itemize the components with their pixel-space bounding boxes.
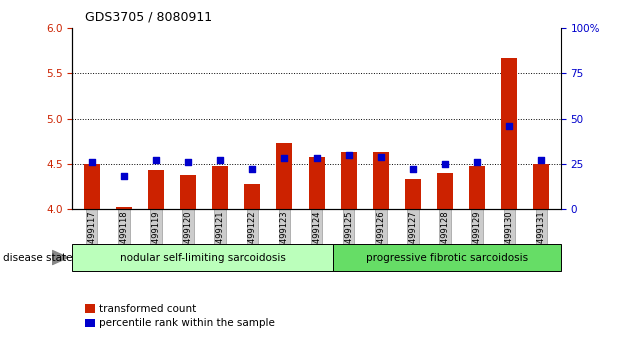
Point <box>408 166 418 172</box>
Point <box>343 152 353 158</box>
Text: percentile rank within the sample: percentile rank within the sample <box>99 318 275 328</box>
Point <box>312 155 322 161</box>
Bar <box>405 179 421 209</box>
Bar <box>437 173 453 209</box>
Point <box>536 157 546 163</box>
Bar <box>469 166 485 209</box>
Point <box>151 157 161 163</box>
Point <box>504 123 514 129</box>
Point <box>87 159 97 165</box>
Point <box>119 173 129 179</box>
Point <box>248 166 258 172</box>
Bar <box>212 166 228 209</box>
Text: disease state: disease state <box>3 252 72 263</box>
Bar <box>309 158 324 209</box>
Point <box>375 154 386 159</box>
Text: transformed count: transformed count <box>99 304 196 314</box>
Bar <box>373 152 389 209</box>
Polygon shape <box>52 251 68 265</box>
Bar <box>534 164 549 209</box>
Point <box>472 159 482 165</box>
Point <box>215 157 226 163</box>
Bar <box>501 58 517 209</box>
Point <box>280 155 290 161</box>
Text: GDS3705 / 8080911: GDS3705 / 8080911 <box>85 11 212 24</box>
Bar <box>277 143 292 209</box>
Bar <box>84 164 100 209</box>
Text: nodular self-limiting sarcoidosis: nodular self-limiting sarcoidosis <box>120 252 285 263</box>
Point <box>183 159 193 165</box>
Bar <box>244 184 260 209</box>
Point <box>440 161 450 167</box>
Text: progressive fibrotic sarcoidosis: progressive fibrotic sarcoidosis <box>365 252 528 263</box>
Bar <box>116 207 132 209</box>
Bar <box>341 152 357 209</box>
Bar <box>180 175 196 209</box>
Bar <box>148 170 164 209</box>
Bar <box>333 244 561 271</box>
Bar <box>72 244 333 271</box>
